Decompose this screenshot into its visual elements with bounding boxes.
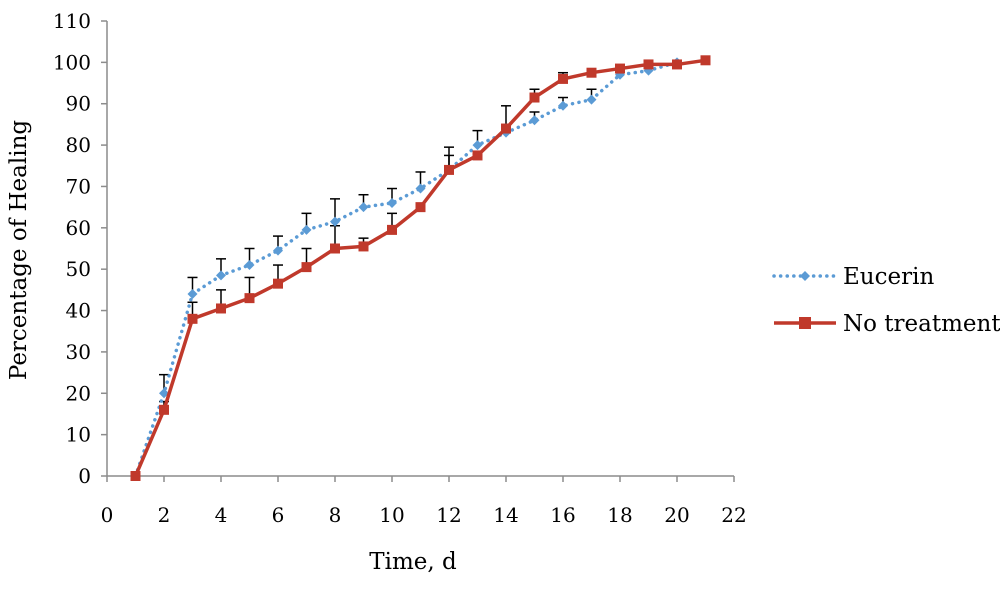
axes-layer: 0 10 20 30 40 50 60 70 80 90 100 110 0 2 4 6 8 10 12 14 16 18…	[53, 9, 747, 527]
data-point-no-treatment	[301, 262, 312, 273]
data-point-no-treatment	[415, 202, 426, 213]
data-point-eucerin	[301, 224, 312, 235]
data-point-eucerin	[244, 260, 255, 271]
y-tick-label: 60	[66, 216, 91, 240]
data-point-no-treatment	[130, 471, 141, 481]
x-tick-label: 2	[158, 503, 171, 527]
y-tick-label: 40	[66, 299, 91, 323]
data-point-eucerin	[586, 94, 597, 105]
data-point-no-treatment	[643, 59, 654, 70]
y-tick-label: 50	[66, 257, 91, 281]
data-point-eucerin	[558, 100, 568, 111]
y-tick-label: 30	[66, 340, 91, 364]
data-point-eucerin	[472, 140, 483, 151]
data-point-eucerin	[415, 183, 426, 194]
legend-marker-eucerin	[800, 271, 810, 281]
data-point-no-treatment	[558, 73, 568, 84]
legend-label-eucerin: Eucerin	[843, 264, 934, 290]
y-tick-label: 10	[66, 423, 91, 447]
y-tick-label: 110	[53, 9, 91, 33]
data-point-no-treatment	[387, 224, 397, 235]
data-point-no-treatment	[187, 313, 198, 324]
x-tick-label: 10	[379, 503, 404, 527]
legend-item-eucerin: Eucerin	[772, 264, 934, 290]
x-tick-label: 8	[329, 503, 342, 527]
x-tick-label: 20	[664, 503, 689, 527]
x-tick-label: 12	[436, 503, 461, 527]
legend-item-no-treatment: No treatment	[774, 311, 1000, 337]
series-layer	[130, 55, 711, 481]
data-point-eucerin	[529, 115, 540, 126]
x-tick-label: 16	[550, 503, 575, 527]
y-tick-label: 0	[78, 464, 91, 488]
data-point-no-treatment	[672, 59, 682, 70]
data-point-no-treatment	[444, 164, 454, 175]
x-axis-title: Time, d	[369, 549, 457, 575]
legend-marker-no-treatment	[799, 317, 811, 329]
data-point-no-treatment	[586, 67, 597, 78]
series-line-eucerin	[133, 60, 679, 478]
data-point-no-treatment	[501, 123, 511, 134]
data-point-no-treatment	[159, 404, 169, 415]
y-axis-title: Percentage of Healing	[6, 120, 32, 381]
x-tick-label: 6	[272, 503, 285, 527]
x-tick-label: 14	[493, 503, 518, 527]
x-tick-label: 4	[215, 503, 228, 527]
data-point-eucerin	[187, 289, 198, 299]
y-tick-label: 20	[66, 381, 91, 405]
data-point-eucerin	[387, 198, 397, 208]
data-point-eucerin	[330, 216, 340, 227]
x-tick-label: 0	[101, 503, 114, 527]
data-point-eucerin	[273, 245, 283, 256]
data-point-no-treatment	[472, 150, 483, 161]
data-point-eucerin	[216, 270, 226, 281]
legend-label-no-treatment: No treatment	[843, 311, 1000, 337]
data-point-no-treatment	[216, 303, 226, 314]
x-tick-label: 22	[721, 503, 746, 527]
y-tick-label: 90	[66, 92, 91, 116]
data-point-no-treatment	[330, 243, 340, 254]
data-point-no-treatment	[700, 55, 711, 66]
data-point-no-treatment	[615, 63, 625, 74]
data-point-eucerin	[159, 388, 169, 399]
data-point-no-treatment	[358, 241, 369, 252]
data-point-no-treatment	[529, 92, 540, 103]
data-point-eucerin	[358, 202, 369, 213]
data-point-no-treatment	[273, 278, 283, 289]
y-tick-label: 80	[66, 133, 91, 157]
y-tick-label: 70	[66, 174, 91, 198]
legend: Eucerin No treatment	[772, 264, 1000, 337]
data-point-no-treatment	[244, 293, 255, 304]
x-tick-label: 18	[607, 503, 632, 527]
y-tick-label: 100	[53, 50, 91, 74]
